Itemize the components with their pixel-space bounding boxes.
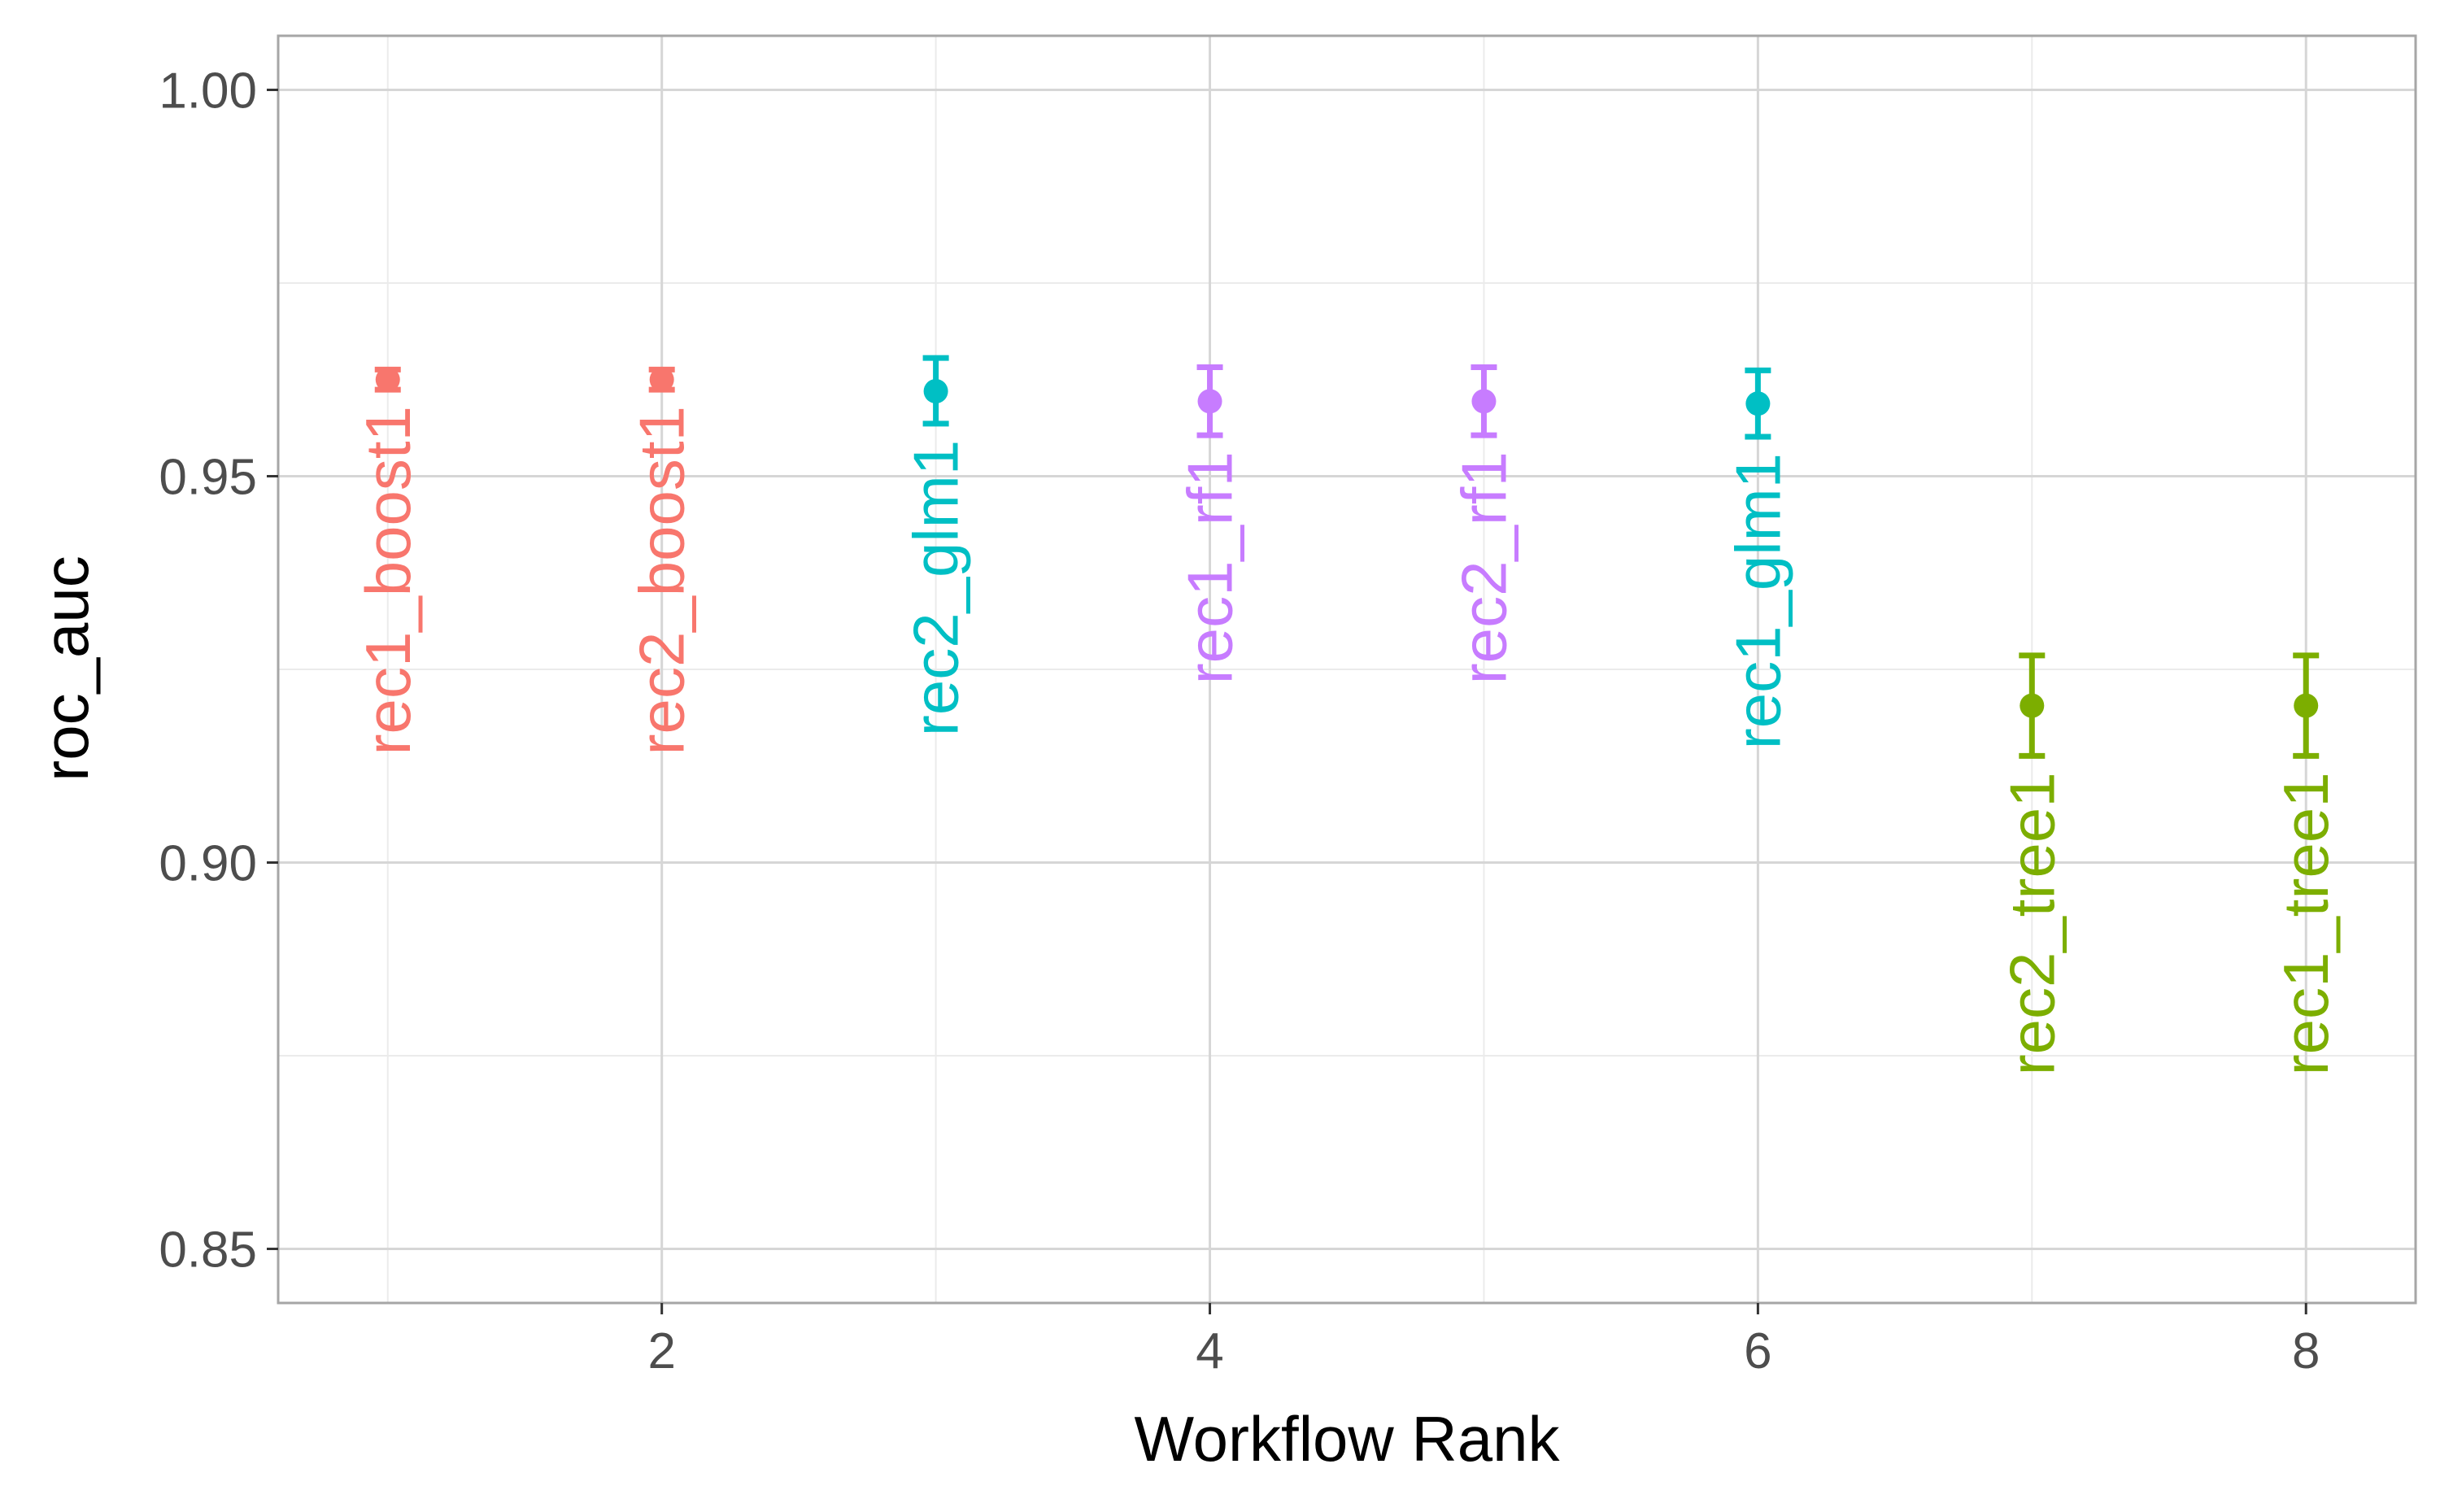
point-label-rec1_rf1: rec1_rf1 [1174, 451, 1246, 684]
x-tick-label: 6 [1744, 1323, 1771, 1379]
point-label-rec2_boost1: rec2_boost1 [626, 406, 698, 755]
y-tick-label: 0.85 [159, 1222, 257, 1279]
point-label-rec1_boost1: rec1_boost1 [352, 406, 424, 755]
point-label-rec2_glm1: rec2_glm1 [900, 440, 972, 736]
point-rec1_boost1 [375, 367, 400, 392]
point-label-rec2_rf1: rec2_rf1 [1448, 451, 1519, 684]
data-points [375, 367, 2319, 718]
y-tick-label: 0.90 [159, 836, 257, 892]
point-label-rec1_tree1: rec1_tree1 [2270, 772, 2342, 1075]
point-rec2_tree1 [2020, 693, 2045, 718]
plot-border [277, 34, 2417, 1305]
x-tick-label: 2 [647, 1323, 675, 1379]
point-rec1_tree1 [2294, 693, 2319, 718]
grid-minor [278, 36, 2416, 1303]
x-axis: 2 4 6 8 [647, 1303, 2320, 1379]
y-tick-label: 0.95 [159, 450, 257, 506]
point-rec2_boost1 [649, 367, 674, 392]
point-label-rec1_glm1: rec1_glm1 [1722, 453, 1793, 749]
point-rec1_rf1 [1197, 389, 1222, 414]
point-rec2_glm1 [923, 379, 948, 403]
y-axis-title: roc_auc [30, 556, 102, 782]
point-rec2_rf1 [1471, 389, 1497, 414]
point-rec1_glm1 [1745, 391, 1771, 416]
x-tick-label: 4 [1196, 1323, 1223, 1379]
x-axis-title: Workflow Rank [1134, 1403, 1560, 1475]
y-tick-label: 1.00 [159, 63, 257, 120]
point-labels: rec1_boost1 rec2_boost1 rec2_glm1 rec1_rf1 r… [352, 406, 2342, 1075]
point-label-rec2_tree1: rec2_tree1 [1996, 772, 2067, 1075]
y-axis: 0.85 0.90 0.95 1.00 [159, 63, 278, 1279]
x-tick-label: 8 [2292, 1323, 2320, 1379]
